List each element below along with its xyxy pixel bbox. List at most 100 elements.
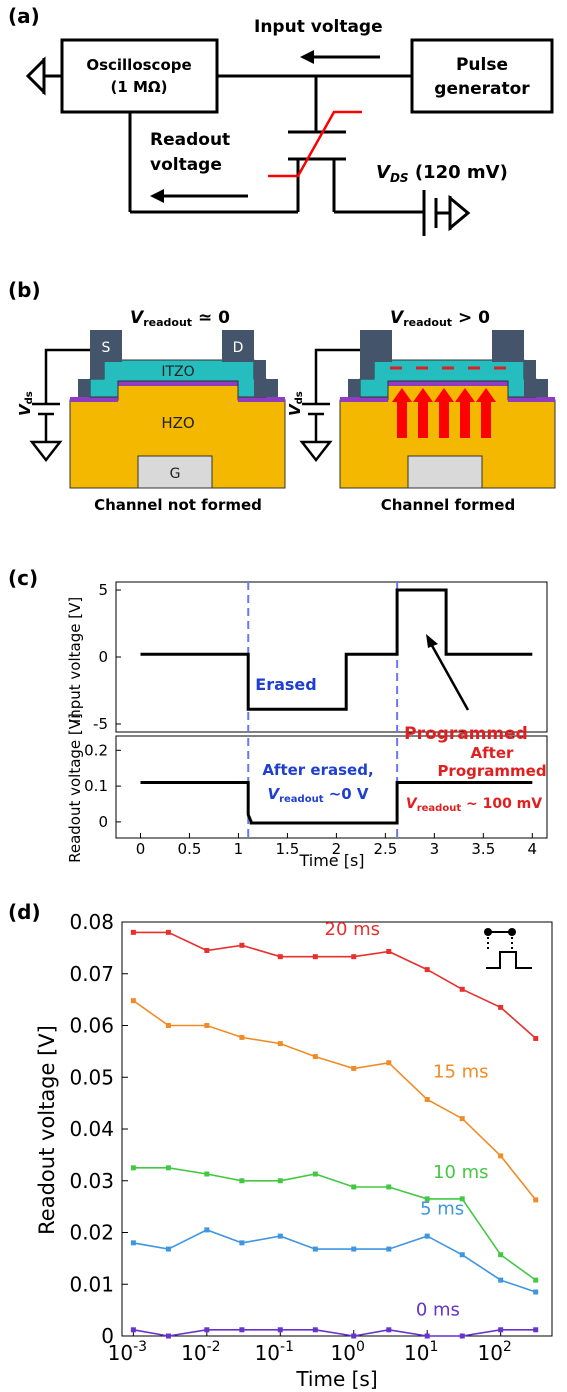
programmed-arrow-head	[426, 634, 438, 648]
panel-a-label: (a)	[8, 4, 40, 28]
series-point	[386, 1060, 392, 1066]
panel-c-label: (c)	[8, 566, 39, 590]
series-point	[498, 1277, 504, 1283]
osc-ground-triangle	[25, 56, 46, 96]
retention-chart: 00.010.020.030.040.050.060.070.08 10-3 10…	[35, 910, 553, 1391]
gate-label: G	[170, 466, 181, 482]
d-ytick-label: 0	[101, 1324, 114, 1348]
bottom-yticks: 0.2 0.1 0	[84, 741, 121, 831]
panel-d-label: (d)	[8, 900, 41, 924]
d-ylabel: Readout voltage [V]	[35, 1025, 59, 1235]
c-xlabel: Time [s]	[298, 851, 364, 870]
series-point	[130, 998, 136, 1004]
series-point	[459, 1196, 465, 1202]
series-point	[312, 1054, 318, 1060]
series-label: 20 ms	[325, 919, 381, 940]
d-ytick-label: 0.08	[69, 910, 114, 934]
top-ytick-label: -5	[93, 715, 108, 733]
xtick-label: 0.5	[178, 840, 202, 858]
top-ytick-label: 5	[98, 581, 108, 599]
series-point	[424, 1196, 430, 1202]
after-erased-label: After erased,	[262, 761, 373, 779]
interlayer	[70, 381, 285, 402]
vreadout-right: Vreadout > 0	[390, 308, 490, 329]
series-point	[204, 1227, 210, 1233]
series-point	[386, 948, 392, 954]
oscilloscope-box	[60, 38, 219, 114]
series-label: 15 ms	[433, 1061, 489, 1082]
series-point	[424, 1333, 430, 1339]
series-line	[133, 1229, 536, 1293]
top-ylabel: Input voltage [V]	[66, 597, 84, 723]
series-point	[459, 1333, 465, 1339]
series-label: 5 ms	[420, 1198, 464, 1219]
polarization-arrows	[392, 388, 496, 438]
series-point	[239, 1327, 245, 1333]
series-point	[351, 1065, 357, 1071]
d-xticks: 10-3 10-2 10-1 100 101 102	[108, 1330, 512, 1365]
pulse-inset-icon	[486, 931, 532, 969]
series-line	[133, 1328, 536, 1337]
series-point	[277, 1178, 283, 1184]
d-xtick-label: 100	[331, 1339, 365, 1365]
after-programmed-label-2: Programmed	[437, 762, 546, 780]
series-point	[165, 1023, 171, 1028]
d-ytick-label: 0.07	[69, 962, 114, 986]
d-ytick-label: 0.02	[69, 1221, 114, 1245]
series-point	[239, 942, 245, 948]
series-point	[351, 954, 357, 960]
d-xtick-label: 10-1	[255, 1339, 294, 1365]
series-point	[204, 1327, 210, 1333]
series-point	[277, 1233, 283, 1239]
source-label: S	[102, 340, 111, 356]
series-line	[133, 931, 537, 1039]
d-yticks: 0 0.01 0.02 0.03 0.04 0.05 0.06 0.07 0.08	[69, 910, 128, 1348]
series-point	[351, 1246, 357, 1252]
drain-electrode	[222, 330, 254, 362]
pulse-generator-box	[410, 38, 554, 114]
xtick-label: 2	[332, 840, 342, 858]
d-xtick-label: 10-2	[181, 1339, 220, 1365]
oscilloscope-label: Oscilloscope	[86, 56, 191, 74]
series-point	[312, 1327, 318, 1333]
series-point	[386, 1246, 392, 1252]
pulse-inset-dot-right	[508, 928, 516, 936]
series-point	[239, 1034, 245, 1040]
d-ytick-label: 0.03	[69, 1169, 114, 1193]
after-programmed-value: Vreadout ~ 100 mV	[406, 796, 542, 814]
d-xlabel: Time [s]	[295, 1367, 377, 1391]
panel-a: (a)	[0, 0, 567, 250]
d-xtick-label: 101	[404, 1339, 438, 1365]
xtick-label: 3	[430, 840, 440, 858]
d-ytick-label: 0.04	[69, 1117, 114, 1141]
programmed-arrow-line	[428, 641, 470, 711]
series-line	[133, 1167, 537, 1281]
d-ytick-label: 0.06	[69, 1014, 114, 1038]
series-point	[165, 1333, 171, 1339]
bottom-ytick-label: 0	[98, 813, 108, 831]
series-point	[204, 1023, 210, 1028]
vreadout-left: Vreadout ≃ 0	[130, 308, 230, 329]
hysteresis-line	[268, 110, 362, 178]
series-point	[277, 954, 283, 960]
erased-label: Erased	[255, 675, 316, 694]
series-point	[204, 947, 210, 953]
panel-d: (d) 0 0.01 0.02 0.03 0.04 0.05 0.06 0.07 0.08 10…	[0, 890, 567, 1392]
series-point	[165, 1246, 171, 1252]
after-programmed-label-1: After	[471, 744, 514, 762]
series-line	[132, 1000, 537, 1201]
bottom-ylabel: Readout voltage [V]	[66, 713, 84, 863]
series-point	[351, 1184, 357, 1190]
series-point	[277, 1327, 283, 1333]
d-ytick-label: 0.05	[69, 1065, 114, 1089]
programmed-label: Programmed	[404, 724, 528, 744]
readout-voltage-label-2: voltage	[150, 155, 222, 175]
xtick-label: 3.5	[471, 840, 495, 858]
series-point	[130, 1240, 136, 1246]
vds-wire-left	[44, 348, 90, 404]
xtick-label: 2.5	[373, 840, 397, 858]
pulse-label-2: generator	[434, 79, 530, 99]
series-point	[204, 1171, 210, 1177]
series-point	[459, 1252, 465, 1258]
xtick-label: 4	[528, 840, 538, 858]
